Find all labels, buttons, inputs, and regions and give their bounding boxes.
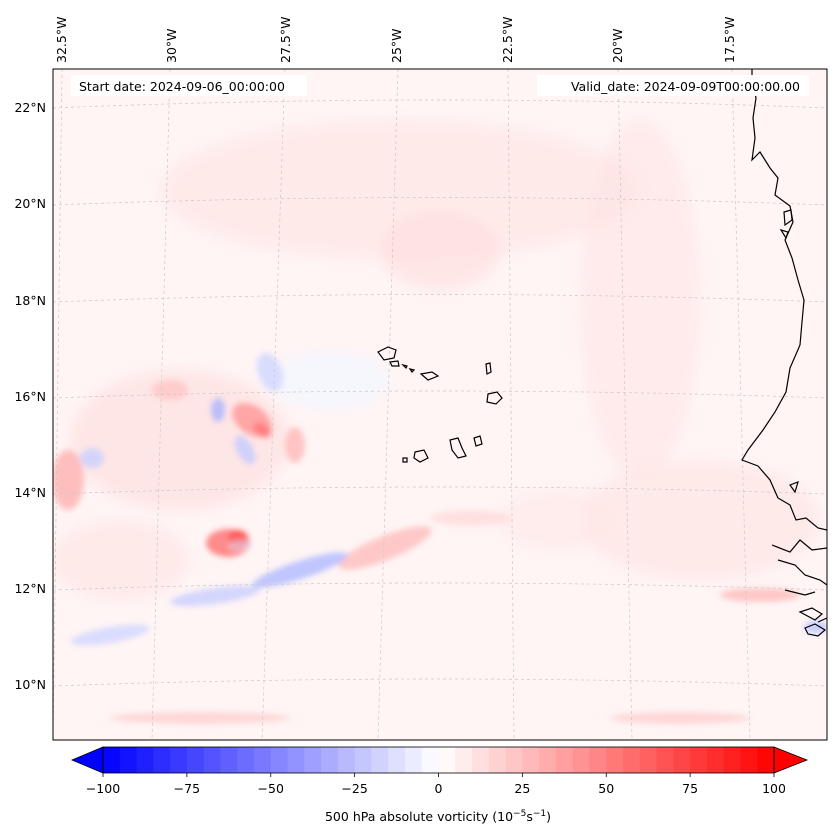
colorbar-cell-19 [421, 747, 439, 773]
colorbar-tick-label: 50 [598, 781, 614, 796]
lat-label-14n: 14°N [14, 485, 46, 500]
map-panel [53, 69, 827, 740]
colorbar-cell-39 [757, 747, 775, 773]
longitude-labels: 32.5°W 30°W 27.5°W 25°W 22.5°W 20°W 17.5… [54, 17, 737, 63]
colorbar-cell-36 [706, 747, 725, 773]
colorbar-cell-21 [455, 747, 473, 773]
lat-label-12n: 12°N [14, 581, 46, 596]
cape-verde-santo-antao [377, 346, 397, 361]
colorbar-cell-6 [203, 747, 221, 773]
start-date-label: Start date: 2024-09-06_00:00:00 [79, 79, 285, 94]
lat-label-10n: 10°N [14, 677, 46, 692]
colorbar-cell-1 [119, 747, 137, 773]
graticule [53, 69, 827, 740]
vorticity-field-features [53, 120, 827, 724]
colorbar-cell-8 [237, 747, 255, 773]
colorbar-cell-27 [555, 747, 574, 773]
colorbar-cell-28 [572, 747, 590, 773]
colorbar-cell-5 [186, 747, 205, 773]
colorbar-cell-34 [673, 747, 691, 773]
colorbar-cell-2 [136, 747, 154, 773]
lon-label-22-5w: 22.5°W [500, 17, 515, 63]
valid-date-label: Valid_date: 2024-09-09T00:00:00.00 [571, 79, 800, 94]
colorbar-cell-0 [103, 747, 121, 773]
lon-label-27-5w: 27.5°W [278, 17, 293, 63]
colorbar-cell-14 [337, 747, 356, 773]
colorbar-cell-26 [539, 747, 557, 773]
coastline [377, 69, 827, 637]
colorbar-cell-37 [723, 747, 741, 773]
colorbar-tick-label: 25 [514, 781, 530, 796]
colorbar-extend-max [773, 746, 809, 774]
colorbar-tick-label: 75 [682, 781, 698, 796]
colorbar-cell-4 [170, 747, 188, 773]
lon-label-30w: 30°W [164, 28, 179, 63]
lon-label-32-5w: 32.5°W [54, 17, 69, 63]
colorbar-cell-31 [623, 747, 641, 773]
colorbar-tick-label: 100 [762, 781, 786, 796]
colorbar-cell-32 [639, 747, 657, 773]
colorbar-cell-30 [606, 747, 624, 773]
latitude-labels: 22°N 20°N 18°N 16°N 14°N 12°N 10°N [14, 100, 46, 692]
lat-label-22n: 22°N [14, 100, 46, 115]
colorbar-cell-9 [253, 747, 272, 773]
colorbar-extend-min [70, 746, 104, 774]
lon-label-25w: 25°W [389, 28, 404, 63]
valid-date-box [537, 75, 809, 96]
colorbar-cell-29 [589, 747, 607, 773]
colorbar-tick-label: −100 [86, 781, 120, 796]
colorbar-cell-18 [404, 747, 423, 773]
colorbar: −100 −75 −50 −25 0 25 50 75 100 500 hPa absolute… [70, 746, 809, 824]
colorbar-cell-25 [522, 747, 540, 773]
colorbar-cell-23 [488, 747, 506, 773]
lon-label-17-5w: 17.5°W [722, 17, 737, 63]
colorbar-label: 500 hPa absolute vorticity (10−5s−1) [325, 809, 551, 824]
colorbar-cell-33 [656, 747, 674, 773]
colorbar-cell-15 [354, 747, 372, 773]
colorbar-ticks: −100 −75 −50 −25 0 25 50 75 100 [86, 773, 786, 796]
colorbar-tick-label: −75 [174, 781, 200, 796]
lat-label-16n: 16°N [14, 389, 46, 404]
colorbar-cell-17 [388, 747, 406, 773]
map-frame [52, 68, 828, 741]
colorbar-cell-22 [472, 747, 490, 773]
colorbar-cell-11 [287, 747, 305, 773]
colorbar-cell-16 [371, 747, 389, 773]
colorbar-tick-label: −50 [258, 781, 284, 796]
colorbar-cells [103, 747, 775, 773]
africa-coast [741, 69, 827, 531]
colorbar-cell-7 [220, 747, 238, 773]
start-date-box [71, 75, 307, 96]
colorbar-cell-35 [690, 747, 708, 773]
colorbar-cell-24 [505, 747, 523, 773]
colorbar-cell-12 [304, 747, 322, 773]
colorbar-cell-38 [740, 747, 758, 773]
lat-label-18n: 18°N [14, 293, 46, 308]
colorbar-tick-label: 0 [435, 781, 443, 796]
colorbar-tick-label: −25 [341, 781, 367, 796]
colorbar-cell-10 [270, 747, 288, 773]
lon-label-20w: 20°W [610, 28, 625, 63]
colorbar-cell-20 [438, 747, 456, 773]
lat-label-20n: 20°N [14, 196, 46, 211]
colorbar-cell-3 [153, 747, 171, 773]
colorbar-cell-13 [321, 747, 339, 773]
